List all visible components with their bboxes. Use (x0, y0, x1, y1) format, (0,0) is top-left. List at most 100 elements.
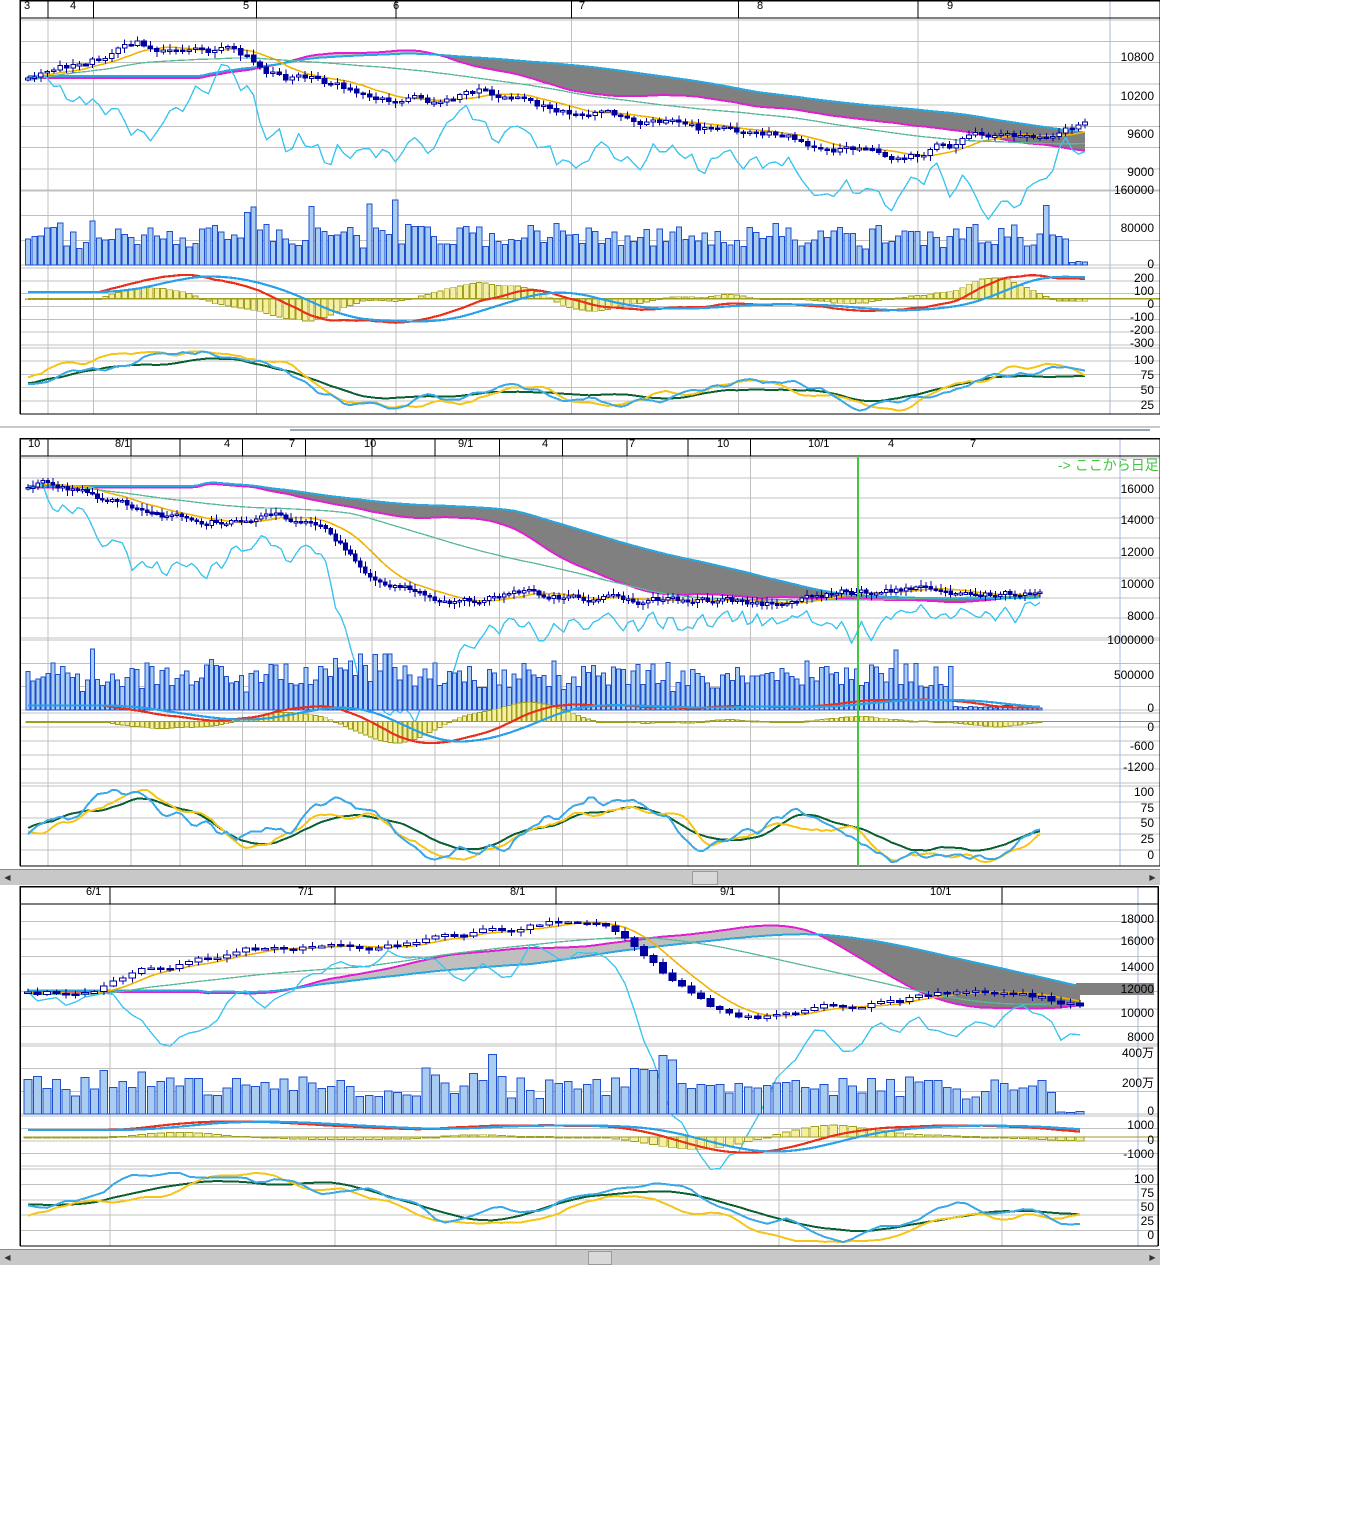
yaxis-price-label: 14000 (1120, 513, 1154, 527)
yaxis-volume-label: 400万 (1121, 1046, 1154, 1060)
yaxis-price-label: 8000 (1127, 609, 1154, 623)
plot-area-weekly-top[interactable] (0, 0, 1160, 418)
yaxis-stochastic-label: 100 (1133, 785, 1154, 799)
yaxis-stochastic-label: 25 (1140, 832, 1154, 846)
yaxis-stochastic-label: 50 (1140, 816, 1154, 830)
xtick: 4 (888, 438, 895, 450)
xaxis-daily: 6/1 7/1 8/1 9/1 10/1 (0, 886, 1120, 904)
yaxis-macd-label: -1000 (1123, 1147, 1154, 1161)
xtick: 8 (757, 0, 764, 12)
xtick: 6/1 (86, 886, 102, 898)
scrollbar-chart-daily[interactable]: ◀ ▶ (0, 1249, 1160, 1265)
yaxis-macd-label: -600 (1129, 739, 1154, 753)
yaxis-macd-label: 100 (1133, 284, 1154, 298)
daily-start-annotation: -> ここから日足 (1058, 457, 1159, 473)
xtick: 10/1 (808, 438, 830, 450)
yaxis-stochastic-label: 100 (1133, 353, 1154, 367)
yaxis-macd-label: 200 (1133, 271, 1154, 285)
scroll-track[interactable] (0, 1250, 1160, 1265)
yaxis-volume-label: 160000 (1113, 183, 1154, 197)
yaxis-volume-label: 200万 (1121, 1076, 1154, 1090)
weekly-top-svg (0, 0, 1160, 418)
yaxis-macd-label: -100 (1129, 310, 1154, 324)
xtick: 7 (970, 438, 977, 450)
yaxis-price-label: 14000 (1120, 960, 1154, 974)
xaxis-mid: 10 8/1 4 7 10 9/1 4 7 10 10/1 4 7 (0, 438, 1120, 456)
xtick: 4 (224, 438, 231, 450)
scroll-left-arrow[interactable]: ◀ (0, 1250, 15, 1265)
yaxis-macd-label: 0 (1147, 297, 1154, 311)
xtick: 5 (243, 0, 250, 12)
yaxis-price-label: 9000 (1127, 165, 1154, 179)
yaxis-volume-label: 500000 (1113, 668, 1154, 682)
yaxis-volume-label: 0 (1147, 701, 1154, 715)
xtick: 3 (24, 0, 31, 12)
yaxis-macd-label: 1000 (1127, 1118, 1154, 1132)
scroll-right-arrow[interactable]: ▶ (1145, 870, 1160, 885)
mid-svg (0, 438, 1160, 870)
xtick: 8/1 (115, 438, 131, 450)
scroll-left-arrow[interactable]: ◀ (0, 870, 15, 885)
yaxis-stochastic-label: 0 (1147, 848, 1154, 862)
xtick: 7 (289, 438, 296, 450)
xtick: 6 (393, 0, 400, 12)
yaxis-price-label: 16000 (1120, 482, 1154, 496)
yaxis-price-label: 9600 (1127, 127, 1154, 141)
yaxis-stochastic-label: 75 (1140, 801, 1154, 815)
scroll-track[interactable] (0, 426, 1160, 428)
xtick: 10 (717, 438, 730, 450)
xtick: 4 (70, 0, 77, 12)
yaxis-price-label: 10200 (1120, 89, 1154, 103)
scroll-thumb[interactable] (588, 1251, 612, 1265)
yaxis-stochastic-label: 75 (1140, 1186, 1154, 1200)
yaxis-stochastic-label: 25 (1140, 398, 1154, 412)
plot-area-daily[interactable] (0, 886, 1160, 1250)
scroll-track[interactable] (0, 870, 1160, 885)
yaxis-price-label: 10800 (1120, 50, 1154, 64)
yaxis-macd-label: 0 (1147, 720, 1154, 734)
xtick: 10 (364, 438, 377, 450)
yaxis-price-label: 10000 (1120, 577, 1154, 591)
xtick: 4 (542, 438, 549, 450)
yaxis-stochastic-label: 50 (1140, 383, 1154, 397)
chart-panel-mid[interactable]: 10 8/1 4 7 10 9/1 4 7 10 10/1 4 7 -> ここか… (0, 438, 1160, 870)
yaxis-stochastic-label: 75 (1140, 368, 1154, 382)
yaxis-stochastic-label: 0 (1147, 1228, 1154, 1242)
scroll-thumb[interactable] (290, 429, 1150, 431)
yaxis-macd-label: -300 (1129, 336, 1154, 350)
yaxis-price-label: 8000 (1127, 1030, 1154, 1044)
xtick: 7 (579, 0, 586, 12)
xtick: 7 (629, 438, 636, 450)
scrollbar-chart-weekly-top[interactable] (0, 424, 1160, 434)
yaxis-macd-label: -1200 (1123, 760, 1154, 774)
yaxis-price-label: 12000 (1120, 545, 1154, 559)
chart-panel-daily[interactable]: 6/1 7/1 8/1 9/1 10/1 18000 16000 14000 1… (0, 886, 1160, 1250)
chart-panel-weekly-top[interactable]: 3 4 5 6 7 8 9 10800 10200 9600 9000 1600… (0, 0, 1160, 418)
yaxis-macd-label: -200 (1129, 323, 1154, 337)
yaxis-macd-label: 0 (1147, 1133, 1154, 1147)
xaxis-weekly-top: 3 4 5 6 7 8 9 (0, 0, 1120, 18)
xtick: 9/1 (458, 438, 474, 450)
daily-svg (0, 886, 1160, 1250)
scroll-right-arrow[interactable]: ▶ (1145, 1250, 1160, 1265)
scrollbar-chart-mid[interactable]: ◀ ▶ (0, 869, 1160, 885)
yaxis-price-label-highlight: 12000 (1076, 983, 1154, 995)
yaxis-stochastic-label: 25 (1140, 1214, 1154, 1228)
xtick: 10 (28, 438, 41, 450)
yaxis-price-label: 10000 (1120, 1006, 1154, 1020)
yaxis-volume-label: 0 (1147, 257, 1154, 271)
xtick: 10/1 (930, 886, 952, 898)
yaxis-price-label: 16000 (1120, 934, 1154, 948)
yaxis-price-label: 18000 (1120, 912, 1154, 926)
yaxis-stochastic-label: 50 (1140, 1200, 1154, 1214)
xtick: 8/1 (510, 886, 526, 898)
yaxis-stochastic-label: 100 (1133, 1172, 1154, 1186)
plot-area-mid[interactable] (0, 438, 1160, 870)
yaxis-volume-label: 1000000 (1107, 633, 1154, 647)
yaxis-volume-label: 80000 (1120, 221, 1154, 235)
xtick: 7/1 (298, 886, 314, 898)
yaxis-volume-label: 0 (1147, 1104, 1154, 1118)
xtick: 9 (947, 0, 954, 12)
scroll-thumb[interactable] (692, 871, 718, 885)
